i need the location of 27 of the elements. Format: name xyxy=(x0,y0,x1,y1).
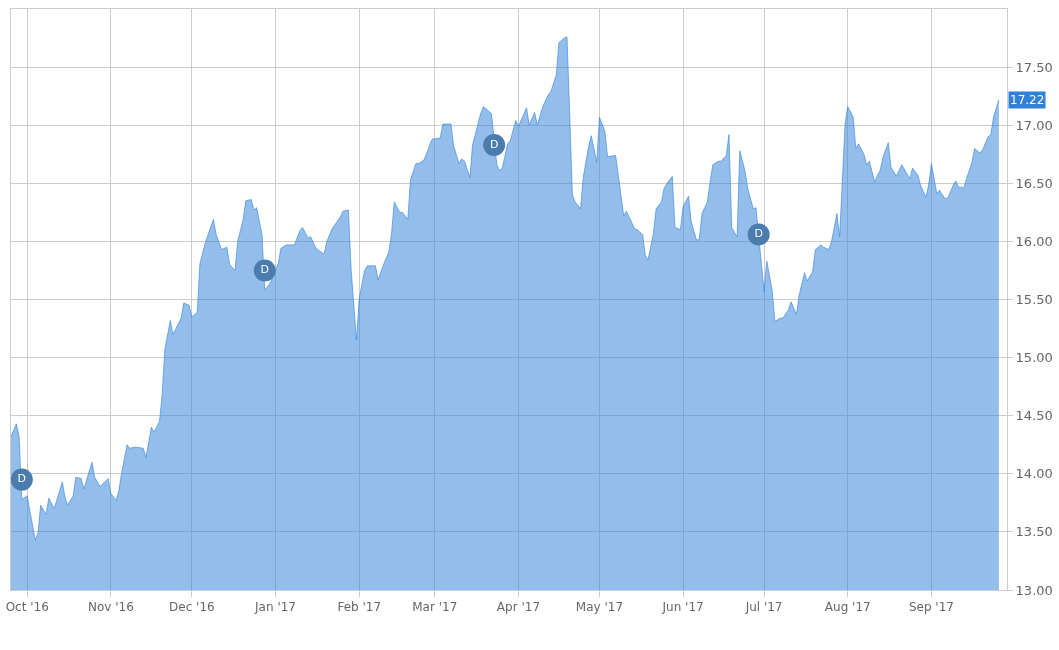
x-tick-label: Aug '17 xyxy=(824,600,871,615)
x-tick-label: Mar '17 xyxy=(412,600,458,615)
y-tick-label: 15.50 xyxy=(1015,292,1053,308)
y-tick-label: 16.50 xyxy=(1015,175,1053,191)
x-tick-label: Dec '16 xyxy=(169,600,215,615)
annotation: D xyxy=(17,472,27,486)
y-tick-label: 14.00 xyxy=(1015,466,1053,482)
annotation: D xyxy=(489,137,499,151)
x-tick-label: Feb '17 xyxy=(337,600,382,615)
y-tick-label: 14.50 xyxy=(1015,408,1053,424)
annotation: D xyxy=(260,263,269,277)
annotation: 17.22 xyxy=(1010,93,1045,107)
x-tick-label: Jul '17 xyxy=(744,600,783,615)
y-tick-label: 13.00 xyxy=(1015,582,1053,598)
y-tick-label: 15.00 xyxy=(1015,350,1053,366)
annotation: D xyxy=(754,227,763,241)
x-tick-label: Jan '17 xyxy=(254,600,296,615)
x-tick-label: Nov '16 xyxy=(87,600,134,615)
y-tick-label: 13.50 xyxy=(1015,524,1053,540)
y-tick-label: 17.00 xyxy=(1015,117,1053,133)
x-tick-label: Oct '16 xyxy=(5,600,49,615)
x-tick-label: May '17 xyxy=(575,600,624,615)
x-tick-label: Jun '17 xyxy=(661,600,704,615)
y-tick-label: 16.00 xyxy=(1015,233,1053,249)
x-tick-label: Sep '17 xyxy=(908,600,954,615)
x-tick-label: Apr '17 xyxy=(496,600,541,615)
y-tick-label: 17.50 xyxy=(1015,59,1053,75)
